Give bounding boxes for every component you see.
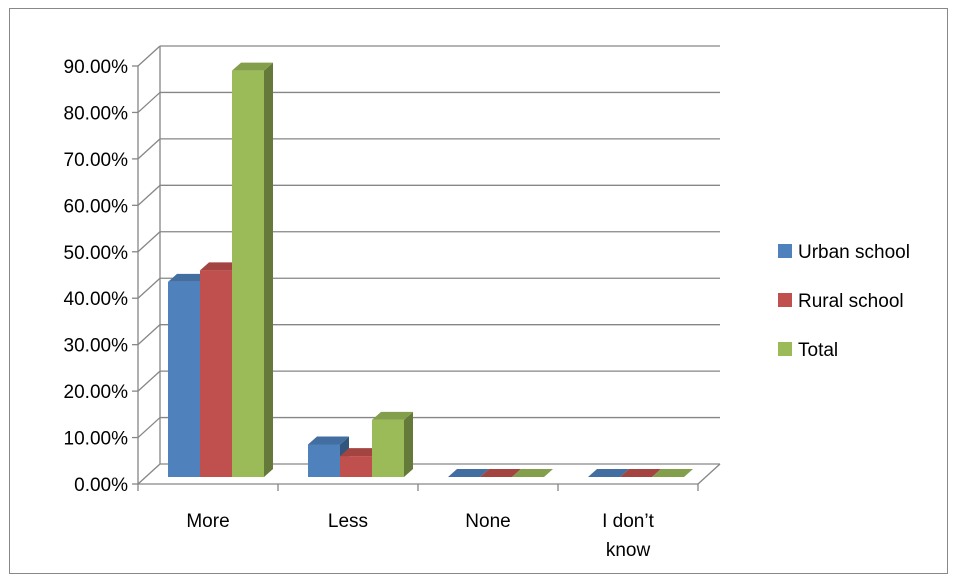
gridline-depth <box>137 324 161 346</box>
bar-side <box>264 62 273 477</box>
bar-front <box>168 281 200 477</box>
legend-label: Total <box>798 340 838 361</box>
bar-top <box>620 469 661 477</box>
gridline-depth <box>137 417 161 439</box>
bar-top <box>512 469 553 477</box>
bar-front <box>308 444 340 477</box>
axis-labels: 0.00% 10.00% 20.00% 30.00% 40.00% 50.00% 60.00… <box>64 57 655 561</box>
chart-frame <box>9 8 948 574</box>
x-tick-label: know <box>606 540 651 561</box>
bar-total <box>372 411 413 477</box>
bar-rural-school <box>480 469 521 477</box>
bar-top <box>232 62 273 71</box>
legend-swatch <box>778 342 792 356</box>
bar-top <box>480 469 521 477</box>
gridline-depth <box>137 277 161 299</box>
bar-side <box>404 411 413 477</box>
x-tick-label: More <box>186 511 229 532</box>
legend-label: Urban school <box>798 242 910 263</box>
gridline-depth <box>137 184 161 206</box>
bar-front <box>200 270 232 477</box>
bar-urban-school <box>448 469 489 477</box>
bar-top <box>340 448 381 457</box>
bar-top <box>372 411 413 420</box>
axes <box>132 46 721 491</box>
bar-total <box>512 469 553 477</box>
bar-top <box>588 469 629 477</box>
y-tick-label: 20.00% <box>64 382 129 403</box>
bar-rural-school <box>620 469 661 477</box>
legend-swatch <box>778 293 792 307</box>
gridline-depth <box>137 231 161 253</box>
bar-front <box>340 456 372 477</box>
x-tick-label: I don’t <box>602 511 654 532</box>
bar-front <box>232 70 264 477</box>
y-tick-label: 60.00% <box>64 196 129 217</box>
legend-label: Rural school <box>798 291 904 312</box>
gridline-depth <box>137 91 161 113</box>
legend: Urban school Rural school Total <box>778 242 910 361</box>
bar-urban-school <box>588 469 629 477</box>
y-tick-label: 30.00% <box>64 336 129 357</box>
bar-top <box>308 436 349 445</box>
y-tick-label: 80.00% <box>64 103 129 124</box>
floor-edge <box>697 463 721 485</box>
y-tick-label: 10.00% <box>64 429 129 450</box>
bar-top <box>652 469 693 477</box>
bar-top <box>200 262 241 271</box>
bar-urban-school <box>308 436 349 477</box>
bar-top <box>168 273 209 282</box>
y-tick-label: 40.00% <box>64 289 129 310</box>
x-tick-label: None <box>465 511 510 532</box>
y-tick-label: 90.00% <box>64 57 129 78</box>
gridline-depth <box>137 138 161 160</box>
gridline-depth <box>137 463 161 485</box>
bar-total <box>232 62 273 477</box>
gridline-depth <box>137 370 161 392</box>
bar-top <box>448 469 489 477</box>
gridline-depth <box>137 45 161 67</box>
y-tick-label: 50.00% <box>64 243 129 264</box>
bar-total <box>652 469 693 477</box>
y-tick-label: 0.00% <box>74 475 128 496</box>
x-tick-label: Less <box>328 511 368 532</box>
bars <box>168 62 693 477</box>
y-tick-label: 70.00% <box>64 150 129 171</box>
bar-front <box>372 419 404 477</box>
legend-swatch <box>778 244 792 258</box>
